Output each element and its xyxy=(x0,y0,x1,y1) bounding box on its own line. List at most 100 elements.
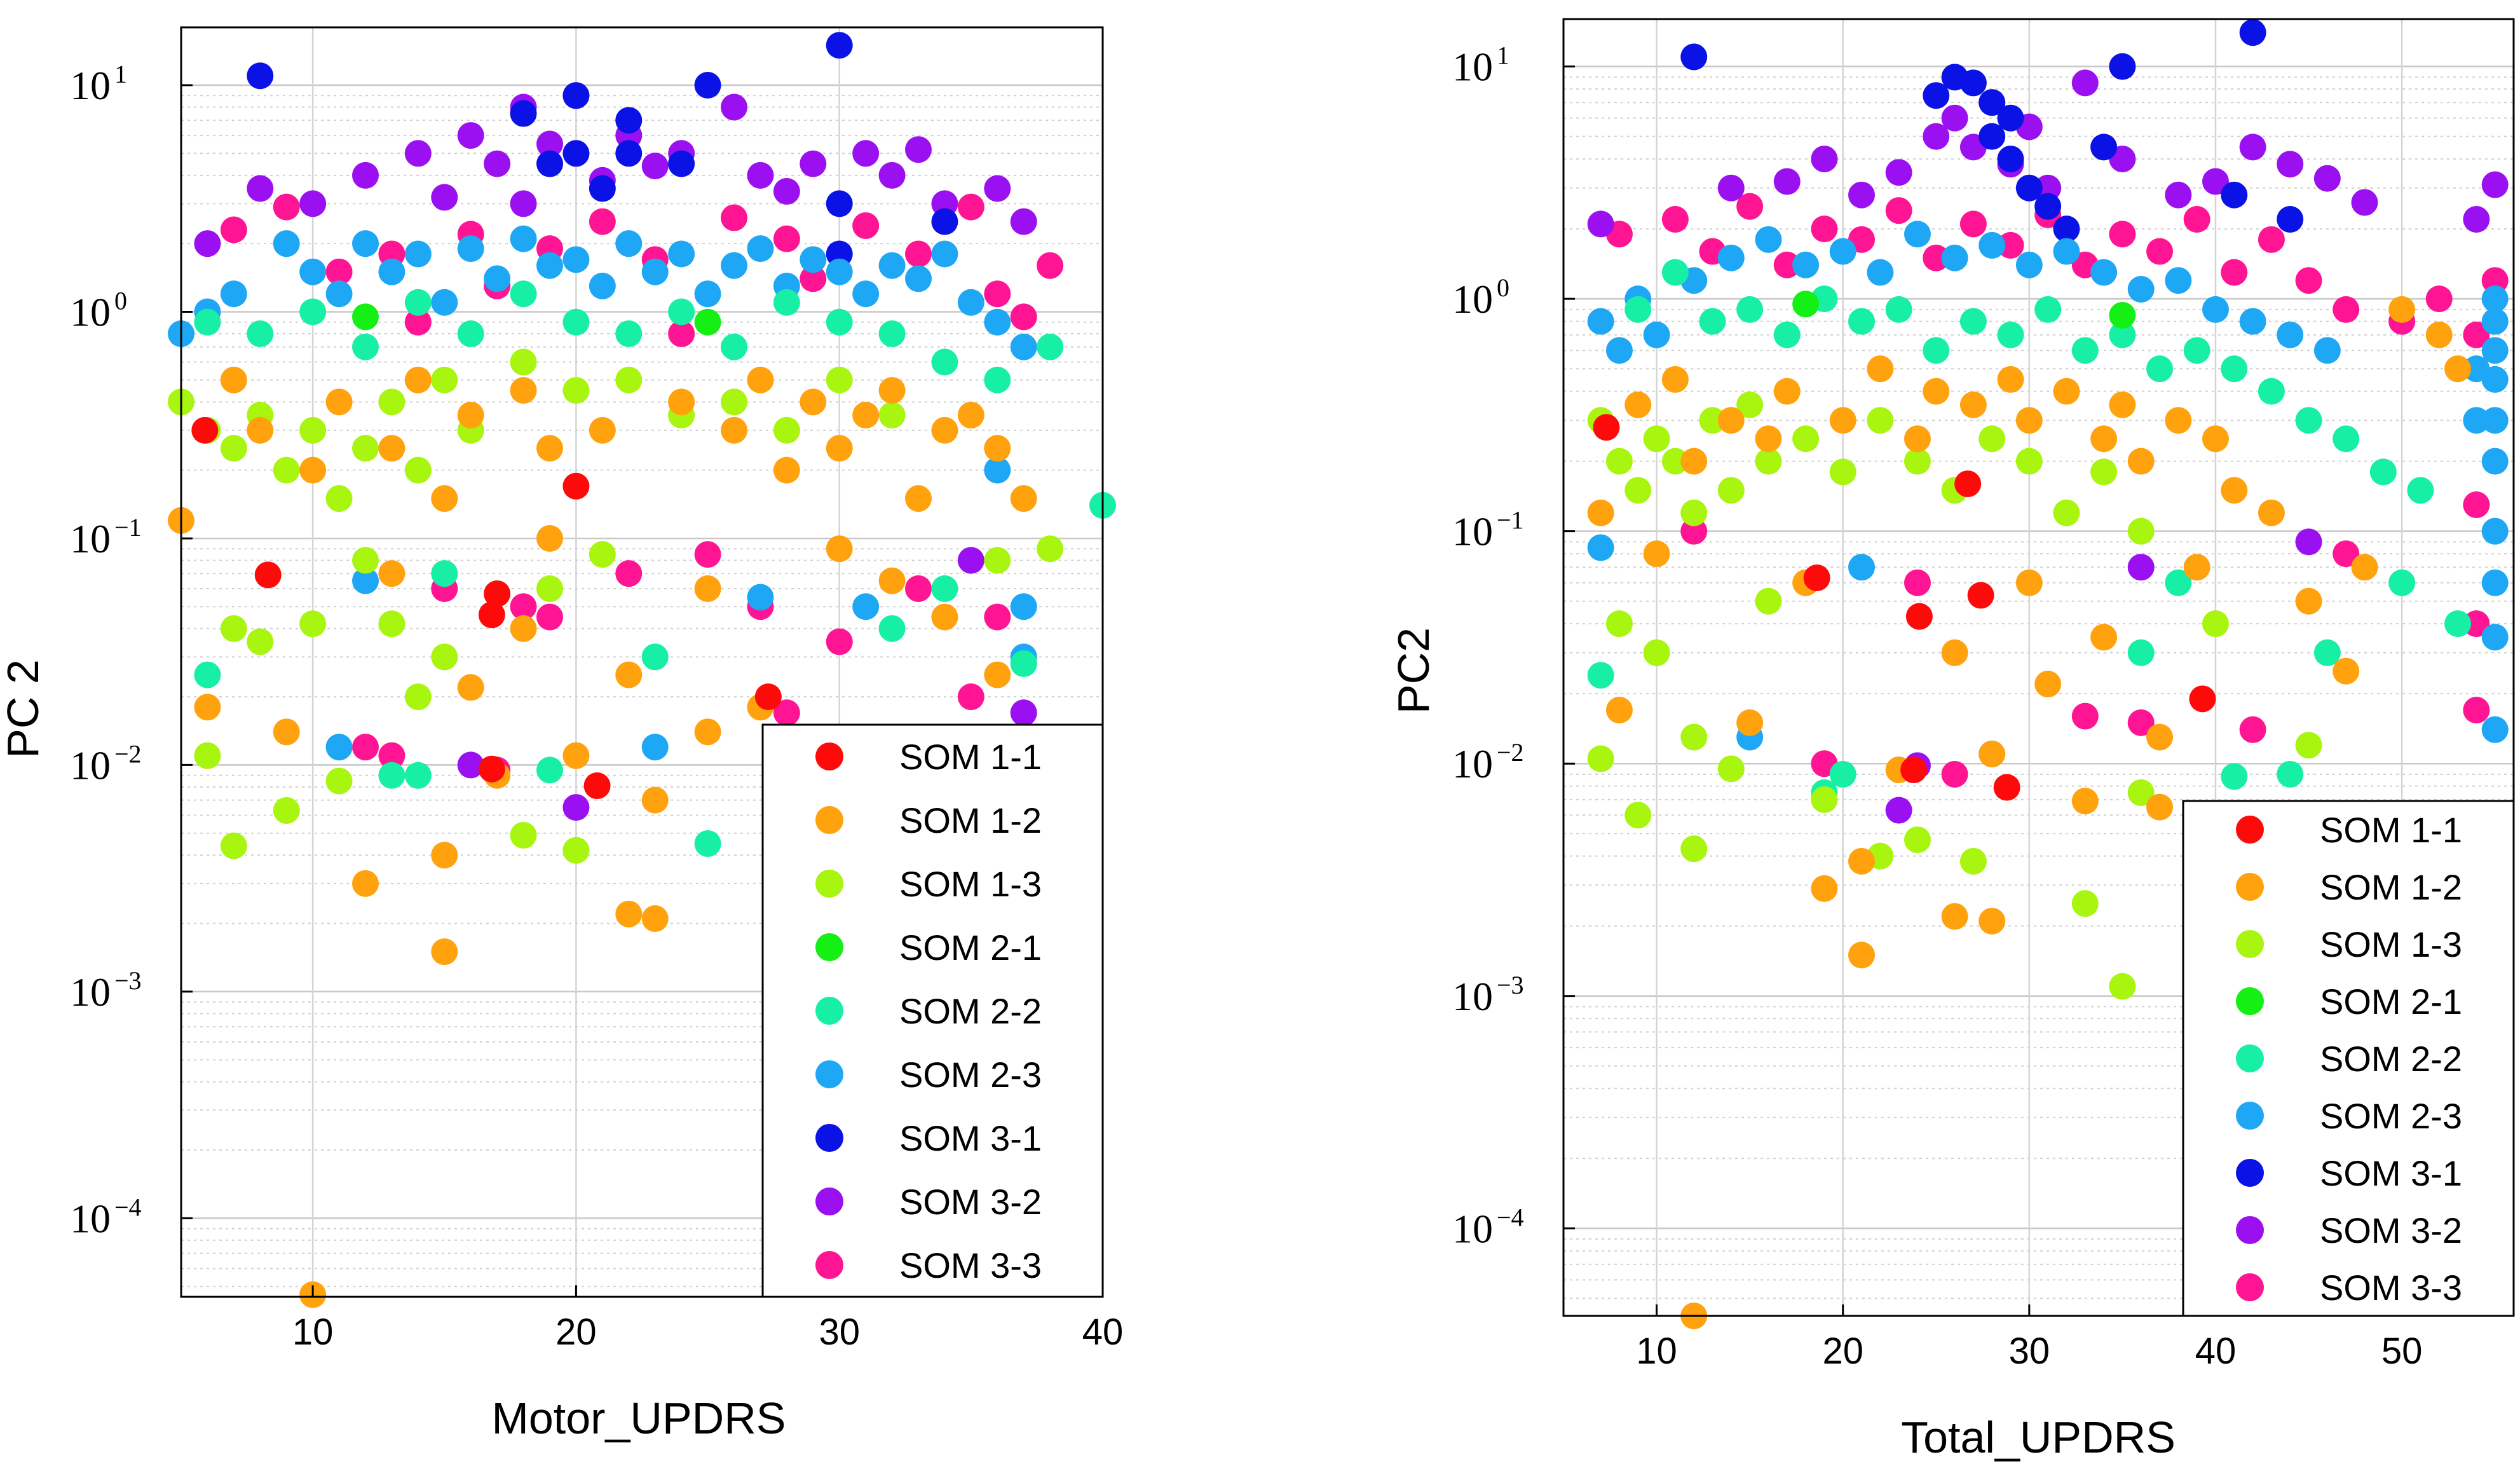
right-point-som-3-3 xyxy=(2463,321,2490,348)
right-point-som-2-2 xyxy=(2165,569,2192,596)
left-point-som-2-3 xyxy=(431,289,458,316)
left-point-som-1-2 xyxy=(800,388,827,416)
right-point-som-1-2 xyxy=(1661,366,1689,393)
right-point-som-1-3 xyxy=(1829,458,1856,486)
left-point-som-2-3 xyxy=(299,258,327,285)
right-point-som-1-2 xyxy=(1605,696,1633,723)
left-point-som-3-2 xyxy=(404,140,432,167)
right-point-som-3-1 xyxy=(2053,216,2080,243)
left-point-som-1-3 xyxy=(615,366,643,393)
left-point-som-1-2 xyxy=(510,615,537,642)
right-point-som-3-3 xyxy=(2183,205,2210,233)
left-x-tick-label: 20 xyxy=(555,1311,597,1353)
left-point-som-1-2 xyxy=(1010,485,1037,512)
left-point-som-3-1 xyxy=(615,140,643,167)
left-point-som-1-3 xyxy=(826,366,853,393)
right-point-som-3-1 xyxy=(2221,181,2248,209)
right-point-som-1-2 xyxy=(2071,788,2099,815)
right-point-som-3-1 xyxy=(1979,89,2006,116)
legend-label-som-3-1: SOM 3-1 xyxy=(2320,1153,2462,1193)
legend-label-som-3-3: SOM 3-3 xyxy=(899,1245,1042,1285)
right-point-som-1-3 xyxy=(2109,973,2136,1000)
left-y-tick-label: 10 0 xyxy=(70,286,127,334)
right-point-som-2-3 xyxy=(2277,321,2304,348)
right-point-som-1-3 xyxy=(1699,407,1726,434)
right-point-som-2-3 xyxy=(1979,231,2006,259)
right-point-som-1-3 xyxy=(1904,448,1931,475)
right-point-som-3-3 xyxy=(1941,760,1968,788)
right-point-som-1-3 xyxy=(1904,826,1931,854)
right-point-som-2-2 xyxy=(2333,425,2360,453)
left-point-som-1-2 xyxy=(510,377,537,404)
left-point-som-2-3 xyxy=(325,280,353,308)
right-point-som-1-2 xyxy=(1829,407,1856,434)
left-point-som-3-2 xyxy=(957,547,984,574)
left-point-som-3-3 xyxy=(510,593,537,620)
legend-label-som-1-2: SOM 1-2 xyxy=(899,800,1042,840)
left-point-som-2-2 xyxy=(931,575,958,603)
left-point-som-2-2 xyxy=(615,320,643,348)
left-point-som-1-2 xyxy=(615,900,643,927)
left-point-som-2-3 xyxy=(484,265,511,292)
right-point-som-3-3 xyxy=(2481,267,2509,294)
left-point-som-2-2 xyxy=(562,308,590,336)
left-point-som-3-2 xyxy=(431,184,458,211)
left-point-som-1-1 xyxy=(484,580,511,607)
right-point-som-2-3 xyxy=(1587,534,1614,561)
left-point-som-1-2 xyxy=(457,674,484,701)
left-point-som-2-2 xyxy=(299,298,327,325)
left-x-axis-label: Motor_UPDRS xyxy=(492,1393,786,1443)
left-point-som-1-3 xyxy=(220,832,247,859)
right-point-som-2-2 xyxy=(1773,321,1801,348)
legend-marker-som-2-3 xyxy=(815,1060,843,1088)
right-point-som-1-3 xyxy=(1755,587,1782,615)
legend-marker-som-2-2 xyxy=(2236,1044,2264,1072)
right-point-som-3-3 xyxy=(1736,193,1764,220)
right-point-som-1-2 xyxy=(2258,499,2285,526)
left-point-som-1-3 xyxy=(1037,535,1064,563)
right-point-som-2-3 xyxy=(2127,276,2155,303)
left-point-som-3-2 xyxy=(773,178,800,205)
right-point-som-1-1 xyxy=(1993,774,2020,801)
left-point-som-2-1 xyxy=(694,308,721,336)
left-point-som-2-3 xyxy=(536,252,563,279)
right-point-som-2-3 xyxy=(2481,569,2509,596)
left-point-som-1-2 xyxy=(931,416,958,444)
right-point-som-2-2 xyxy=(1997,321,2024,348)
left-point-som-2-3 xyxy=(562,246,590,273)
right-point-som-3-1 xyxy=(2034,193,2062,220)
right-point-som-3-3 xyxy=(2295,267,2322,294)
right-point-som-2-3 xyxy=(1829,238,1856,265)
left-point-som-3-2 xyxy=(721,93,747,121)
right-y-tick-label: 10 0 xyxy=(1452,273,1509,322)
right-point-som-1-2 xyxy=(2034,671,2062,698)
left-point-som-2-3 xyxy=(273,230,300,257)
legend-marker-som-1-1 xyxy=(815,742,843,770)
legend-label-som-3-2: SOM 3-2 xyxy=(2320,1210,2462,1250)
right-point-som-1-2 xyxy=(2333,657,2360,685)
right-point-som-3-1 xyxy=(1959,69,1987,97)
right-point-som-1-1 xyxy=(1593,414,1620,441)
left-point-som-3-1 xyxy=(615,107,643,134)
right-y-tick-label: 10 −3 xyxy=(1452,971,1524,1019)
right-axes-frame xyxy=(1562,18,2515,1317)
right-point-som-2-2 xyxy=(1624,296,1652,323)
right-point-som-1-2 xyxy=(1736,709,1764,736)
left-point-som-1-2 xyxy=(641,786,669,814)
right-point-som-3-3 xyxy=(1959,210,1987,238)
left-point-som-1-1 xyxy=(562,472,590,500)
left-point-som-2-2 xyxy=(404,762,432,789)
legend-marker-som-3-2 xyxy=(2236,1216,2264,1244)
right-point-som-3-3 xyxy=(2127,709,2155,736)
left-point-som-3-2 xyxy=(352,161,379,189)
legend-label-som-2-1: SOM 2-1 xyxy=(899,927,1042,968)
right-point-som-3-3 xyxy=(2071,702,2099,730)
left-point-som-1-3 xyxy=(404,456,432,484)
left-point-som-1-2 xyxy=(431,485,458,512)
left-point-som-3-1 xyxy=(931,208,958,235)
left-point-som-1-2 xyxy=(247,416,274,444)
left-point-som-2-3 xyxy=(641,258,669,285)
left-point-som-1-3 xyxy=(273,797,300,824)
right-point-som-1-2 xyxy=(2090,624,2118,651)
left-point-som-3-3 xyxy=(905,240,932,268)
